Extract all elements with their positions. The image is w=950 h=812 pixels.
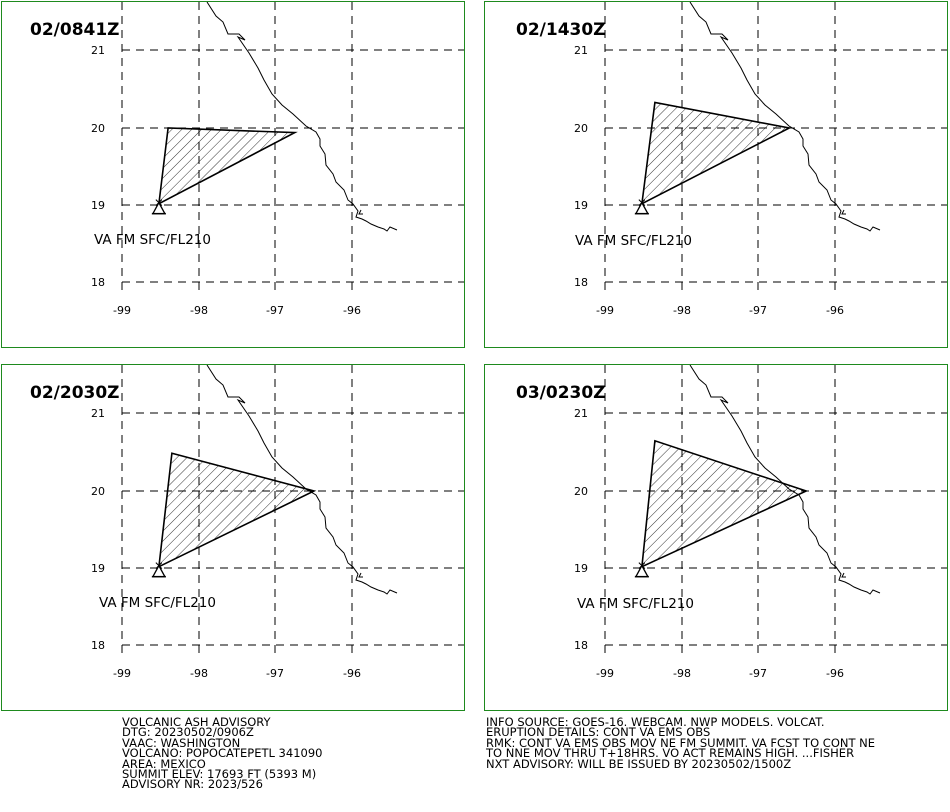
coastline [358,572,363,578]
volcano-icon [634,562,649,578]
ash-cloud-polygon [640,101,792,206]
lon-tick-label: -98 [673,667,691,680]
advisory-header-block: VOLCANIC ASH ADVISORY DTG: 20230502/0906… [122,715,323,792]
map-svg: -99 -98 -97 -96 21 20 19 18 [91,365,464,680]
coastline [358,209,363,215]
map-svg: -99 -98 -97 -96 21 20 19 18 [574,2,947,317]
advisory-line: TO NNE MOV THRU T+18HRS. VO ACT REMAINS … [486,746,855,761]
ash-level-label: VA FM SFC/FL210 [575,233,692,249]
panel-time: 02/1430Z [516,20,606,40]
lon-tick-label: -96 [826,667,844,680]
lon-tick-label: -98 [673,304,691,317]
map-svg: -99 -98 -97 -96 21 20 19 18 [91,2,464,317]
lat-tick-label: 20 [574,485,588,498]
ash-level-label: VA FM SFC/FL210 [99,595,216,611]
ash-level-label: VA FM SFC/FL210 [577,596,694,612]
lon-tick-label: -99 [596,667,614,680]
forecast-panel-2: -99 -98 -97 -96 21 20 19 18 02/2030Z VA FM SFC/… [1,364,465,711]
advisory-line: RMK: CONT VA EMS OBS MOV NE FM SUMMIT. V… [486,735,876,750]
lon-tick-label: -98 [190,667,208,680]
advisory-line: DTG: 20230502/0906Z [122,725,254,740]
advisory-line: AREA: MEXICO [122,756,206,771]
advisory-line: VOLCANIC ASH ADVISORY [122,715,271,729]
lon-tick-label: -99 [596,304,614,317]
lon-tick-label: -97 [749,667,767,680]
lat-tick-label: 20 [91,122,105,135]
panel-time: 02/0841Z [30,20,120,40]
lon-tick-label: -96 [826,304,844,317]
advisory-line: VAAC: WASHINGTON [122,735,241,750]
advisory-line: ERUPTION DETAILS: CONT VA EMS OBS [486,725,711,740]
panel-time: 02/2030Z [30,383,120,403]
lat-tick-label: 18 [91,276,105,289]
coastline [841,572,846,578]
lon-tick-label: -96 [343,304,361,317]
advisory-line: ADVISORY NR: 2023/526 [122,777,263,792]
map-svg: -99 -98 -97 -96 21 20 19 18 [574,365,947,680]
coastline [689,2,881,232]
lat-tick-label: 18 [91,639,105,652]
volcano-icon [151,562,166,578]
lat-tick-label: 20 [91,485,105,498]
ash-cloud-polygon [157,127,298,206]
volcano-icon [634,199,649,215]
panel-time: 03/0230Z [516,383,606,403]
coastline [206,2,398,232]
advisory-line: NXT ADVISORY: WILL BE ISSUED BY 20230502… [486,756,792,771]
lat-tick-label: 19 [574,562,588,575]
ash-cloud-polygon [157,452,317,569]
lon-tick-label: -97 [266,304,284,317]
lat-tick-label: 18 [574,639,588,652]
lat-tick-label: 19 [574,199,588,212]
lat-tick-label: 21 [91,407,105,420]
lon-tick-label: -97 [266,667,284,680]
coastline [689,365,881,595]
lon-tick-label: -98 [190,304,208,317]
lat-tick-label: 18 [574,276,588,289]
advisory-line: SUMMIT ELEV: 17693 FT (5393 M) [122,766,317,781]
coastline [841,209,846,215]
lon-tick-label: -97 [749,304,767,317]
ash-cloud-polygon [640,439,809,569]
lon-tick-label: -96 [343,667,361,680]
forecast-panel-0: -99 -98 -97 -96 21 20 19 18 02/0841Z VA FM SFC/… [1,1,465,348]
ash-level-label: VA FM SFC/FL210 [94,232,211,248]
lat-tick-label: 19 [91,199,105,212]
lon-tick-label: -99 [113,667,131,680]
lat-tick-label: 21 [91,44,105,57]
lat-tick-label: 19 [91,562,105,575]
forecast-panel-1: -99 -98 -97 -96 21 20 19 18 02/1430Z VA FM SFC/… [484,1,948,348]
lat-tick-label: 21 [574,44,588,57]
advisory-remarks-block: INFO SOURCE: GOES-16. WEBCAM. NWP MODELS… [486,715,876,771]
lat-tick-label: 20 [574,122,588,135]
forecast-panel-3: -99 -98 -97 -96 21 20 19 18 03/0230Z VA FM SFC/… [484,364,948,711]
lon-tick-label: -99 [113,304,131,317]
advisory-line: INFO SOURCE: GOES-16. WEBCAM. NWP MODELS… [486,715,825,729]
coastline [206,365,398,595]
volcano-icon [151,199,166,215]
lat-tick-label: 21 [574,407,588,420]
advisory-line: VOLCANO: POPOCATEPETL 341090 [122,746,323,761]
